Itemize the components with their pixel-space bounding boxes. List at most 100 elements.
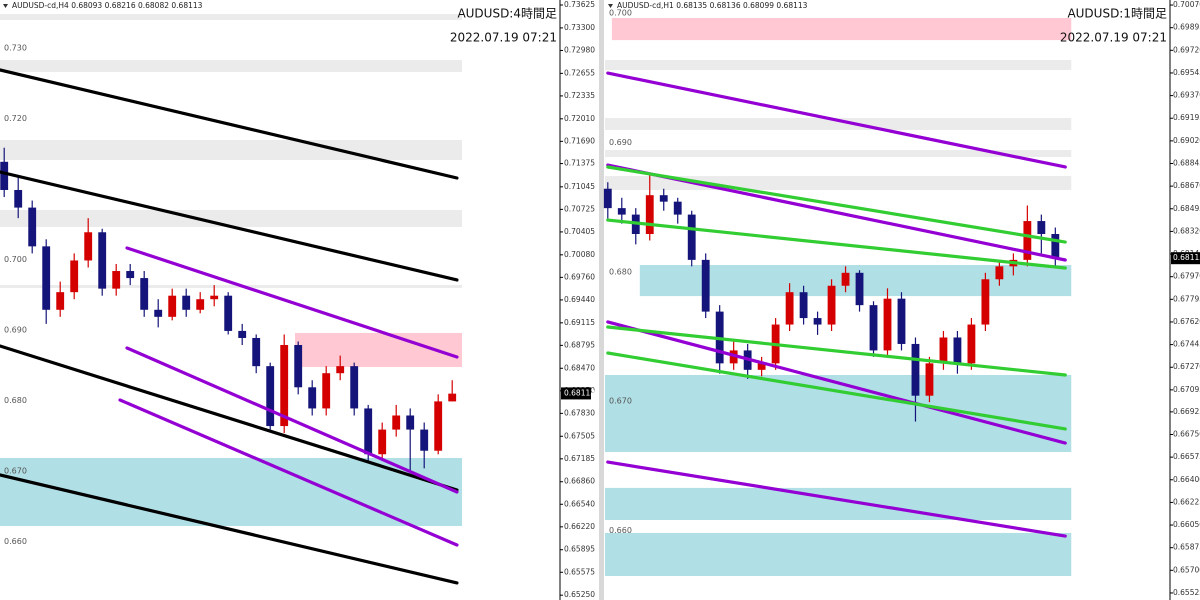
level-label: 0.700 [4,255,27,264]
y-tick-label: 0.70080 [564,250,595,259]
candle-body [406,415,415,430]
candle-body [883,298,892,351]
trend-line [118,398,459,547]
level-label: 0.660 [4,537,27,546]
candle-body [56,292,65,310]
price-tag [1171,252,1200,265]
candle-body [210,295,219,300]
candle-body [266,366,275,427]
candle-body [1037,221,1046,234]
level-label: 0.670 [4,466,27,475]
candle-body [364,408,373,455]
candle-body [252,337,261,367]
candle-body [112,271,121,289]
y-tick-label: 0.72010 [564,114,595,123]
candle-body [995,266,1004,280]
candle-body [799,292,808,319]
y-tick-label: 0.66925 [1173,407,1200,416]
candle-body [308,387,317,409]
price-zone [0,285,462,288]
level-label: 0.660 [609,526,632,535]
y-tick-label: 0.66225 [1173,497,1200,506]
candle-body [0,161,9,190]
y-tick-label: 0.71375 [564,159,595,168]
candle-body [420,429,429,451]
y-tick-label: 0.66540 [564,499,595,508]
y-tick-label: 0.67445 [1173,340,1200,349]
y-tick-label: 0.67185 [564,454,595,463]
candle-body [350,366,359,409]
candle-body [154,309,163,317]
y-tick-label: 0.65875 [1173,543,1200,552]
y-tick-label: 0.70725 [564,204,595,213]
candle-body [897,298,906,344]
y-tick-label: 0.66575 [1173,452,1200,461]
candle-body [140,278,149,310]
candle-body [967,324,976,364]
y-tick-label: 0.66860 [564,477,595,486]
trend-line [125,346,459,494]
trend-line [0,344,459,492]
candle-body [841,272,850,286]
y-tick-label: 0.70405 [564,227,595,236]
header-arrow [3,4,8,8]
y-tick-label: 0.66220 [564,522,595,531]
candle-body [603,188,612,209]
price-zone [605,60,1072,70]
candle-body [196,299,205,310]
candle-body [855,272,864,306]
candle-body [953,337,962,364]
y-tick-label: 0.67095 [1173,385,1200,394]
y-tick-label: 0.67830 [564,408,595,417]
symbol-label: AUDUSD:4時間足 [457,7,557,21]
y-tick-label: 0.68795 [564,340,595,349]
trend-line [606,351,1067,431]
y-tick-label: 0.69895 [1173,23,1200,32]
price-tag-label: 0.68113 [1173,253,1200,262]
candle-body [70,260,79,293]
y-tick-label: 0.69545 [1173,68,1200,77]
price-zone [0,140,462,161]
y-tick-label: 0.65895 [564,545,595,554]
candle-body [785,292,794,325]
y-tick-label: 0.65250 [564,590,595,599]
y-tick-label: 0.69760 [564,272,595,281]
candle-body [182,295,191,310]
candle-body [42,246,51,310]
candle-body [925,363,934,396]
y-tick-label: 0.69195 [1173,113,1200,122]
trend-line [606,460,1067,538]
price-tag-label: 0.68113 [564,388,595,397]
candle-body [1051,234,1060,259]
candle-body [911,343,920,396]
symbol-label: AUDUSD:1時間足 [1067,7,1167,21]
candle-body [869,305,878,351]
chart-panel: 0.730 0.720 0.700 0.690 0.680 0.670 0.660 0.736… [0,0,595,600]
timestamp: 2022.07.19 07:21 [450,31,557,45]
price-zone [605,374,1072,452]
candle-body [168,295,177,317]
candle-body [392,415,401,430]
candle-body [701,259,710,312]
y-tick-label: 0.68470 [564,363,595,372]
candle-body [1023,221,1032,260]
level-label: 0.730 [4,44,27,53]
candle-body [126,271,135,279]
level-label: 0.720 [4,114,27,123]
trend-line [0,170,459,282]
y-tick-label: 0.67505 [564,431,595,440]
candle-body [813,318,822,325]
candle-body [434,401,443,451]
candle-body [981,279,990,325]
trend-line [606,320,1067,445]
y-tick-label: 0.68495 [1173,204,1200,213]
